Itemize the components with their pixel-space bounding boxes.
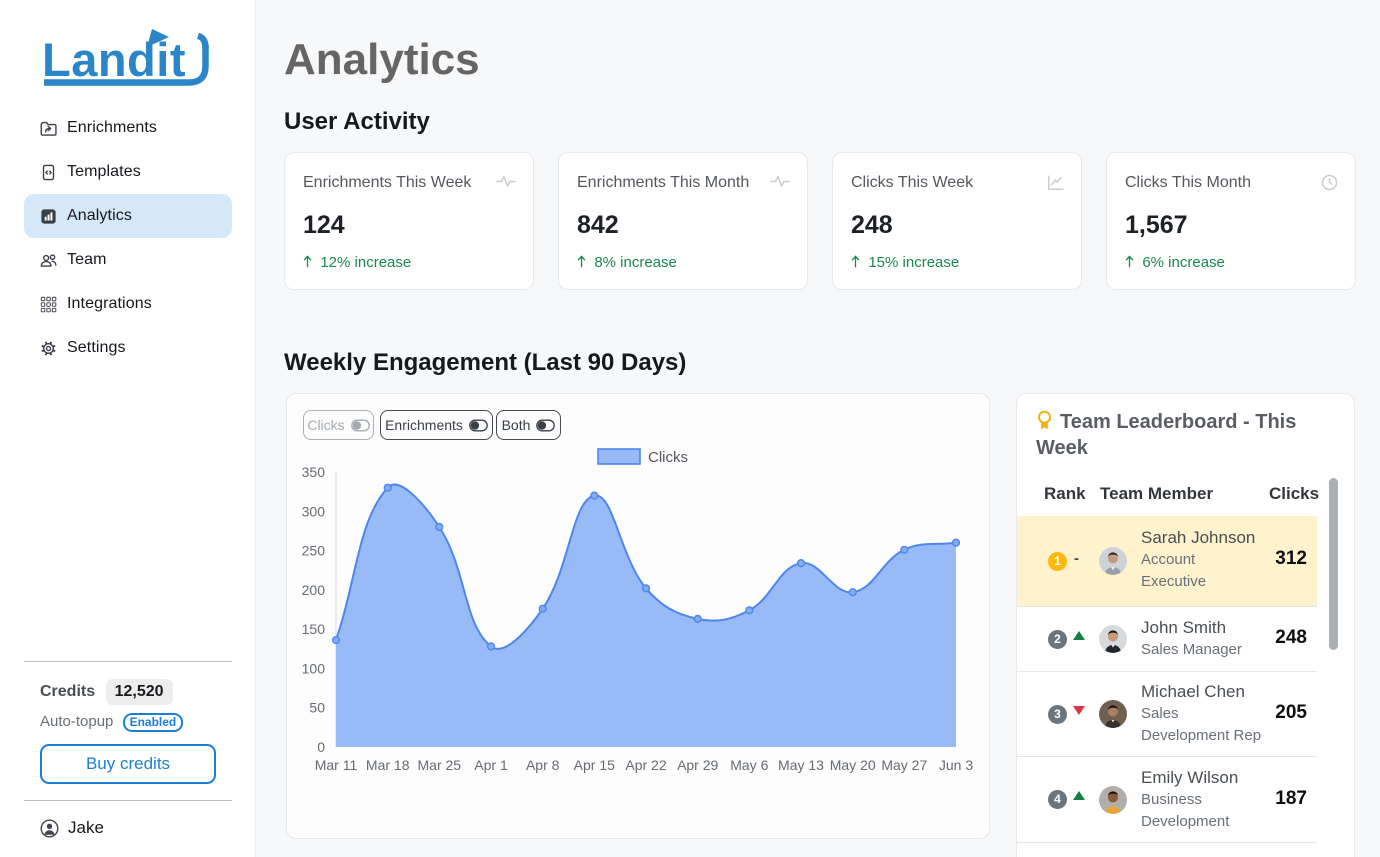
svg-text:350: 350 — [302, 464, 326, 480]
svg-text:May 13: May 13 — [778, 757, 824, 773]
svg-text:Mar 11: Mar 11 — [315, 757, 358, 773]
svg-text:May 20: May 20 — [830, 757, 876, 773]
svg-text:50: 50 — [309, 700, 325, 716]
svg-text:Clicks: Clicks — [648, 449, 688, 466]
svg-text:Apr 15: Apr 15 — [574, 757, 615, 773]
svg-text:Apr 8: Apr 8 — [526, 757, 560, 773]
svg-text:Mar 25: Mar 25 — [418, 757, 462, 773]
svg-text:Apr 29: Apr 29 — [677, 757, 718, 773]
svg-text:200: 200 — [302, 582, 326, 598]
svg-text:300: 300 — [302, 503, 326, 519]
svg-text:Landit: Landit — [42, 33, 186, 86]
svg-text:150: 150 — [302, 621, 326, 637]
svg-text:Mar 18: Mar 18 — [366, 757, 410, 773]
svg-text:Apr 1: Apr 1 — [474, 757, 508, 773]
svg-text:100: 100 — [302, 660, 326, 676]
svg-text:Jun 3: Jun 3 — [939, 757, 973, 773]
svg-text:May 27: May 27 — [881, 757, 927, 773]
svg-text:Apr 22: Apr 22 — [625, 757, 666, 773]
svg-text:0: 0 — [317, 739, 325, 755]
svg-text:May 6: May 6 — [730, 757, 768, 773]
svg-text:250: 250 — [302, 543, 326, 559]
